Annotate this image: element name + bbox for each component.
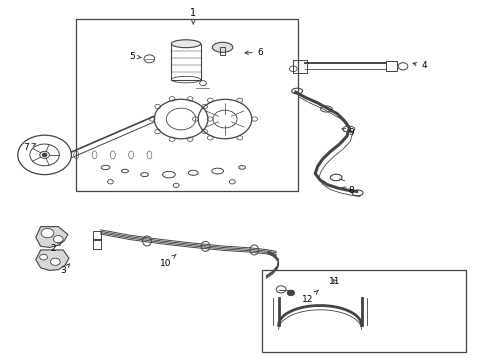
Ellipse shape [171,40,200,48]
Text: 4: 4 [412,62,426,71]
Bar [219,47,225,55]
Circle shape [287,291,294,296]
Bar [261,270,466,352]
Text: 11: 11 [328,276,340,285]
Circle shape [40,254,47,260]
Text: 12: 12 [302,290,318,303]
Bar [76,19,298,191]
Bar [293,59,306,73]
Bar [93,231,101,240]
Circle shape [53,235,63,243]
Text: 2: 2 [50,242,61,253]
Polygon shape [36,226,68,247]
Ellipse shape [212,42,232,52]
Text: 7: 7 [23,143,36,152]
Polygon shape [36,250,69,270]
Text: 9: 9 [341,128,353,137]
Text: 10: 10 [160,254,176,268]
Bar [385,60,396,71]
Text: 3: 3 [60,264,69,275]
Text: 8: 8 [342,185,353,194]
Bar [171,44,200,80]
Text: 6: 6 [244,48,263,57]
Text: 5: 5 [129,52,141,61]
Circle shape [41,228,54,238]
Circle shape [50,258,60,265]
Circle shape [42,153,47,157]
Text: 1: 1 [190,8,196,24]
Bar [93,239,101,249]
